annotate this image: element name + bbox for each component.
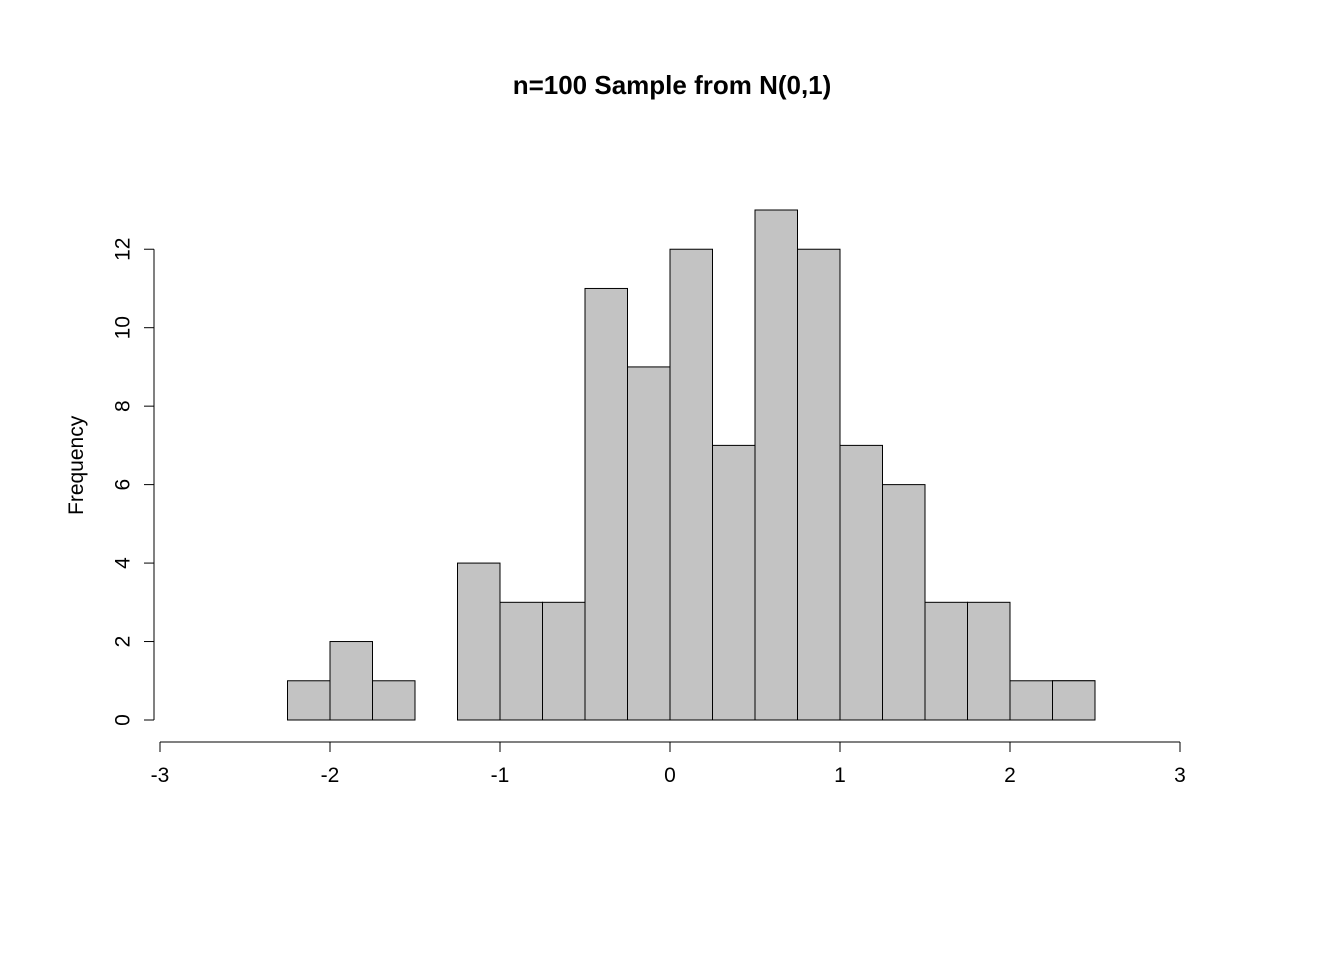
y-tick-label: 10 xyxy=(112,316,135,339)
histogram-bar xyxy=(713,445,756,720)
histogram-bar xyxy=(628,367,671,720)
y-tick-label: 8 xyxy=(112,400,135,412)
y-tick-label: 4 xyxy=(112,557,135,569)
x-tick-label: -1 xyxy=(491,764,510,787)
y-tick-label: 12 xyxy=(112,238,135,261)
histogram-bar xyxy=(798,249,841,720)
x-tick-label: 2 xyxy=(1004,764,1016,787)
histogram-bar xyxy=(670,249,713,720)
histogram-bar xyxy=(500,602,543,720)
histogram-bar xyxy=(840,445,883,720)
x-tick-label: 1 xyxy=(834,764,846,787)
histogram-bar xyxy=(1053,681,1096,720)
histogram-chart: -3-2-10123024681012 xyxy=(0,0,1344,960)
x-tick-label: 0 xyxy=(664,764,676,787)
histogram-bar xyxy=(458,563,501,720)
histogram-bar xyxy=(1010,681,1053,720)
histogram-bar xyxy=(373,681,416,720)
y-tick-label: 2 xyxy=(112,636,135,648)
histogram-bar xyxy=(755,210,798,720)
x-tick-label: 3 xyxy=(1174,764,1186,787)
histogram-bar xyxy=(288,681,331,720)
x-tick-label: -2 xyxy=(321,764,340,787)
histogram-bar xyxy=(925,602,968,720)
y-tick-label: 0 xyxy=(112,714,135,726)
x-tick-label: -3 xyxy=(151,764,170,787)
histogram-bar xyxy=(883,485,926,720)
histogram-bar xyxy=(330,642,373,720)
y-tick-label: 6 xyxy=(112,479,135,491)
histogram-bar xyxy=(968,602,1011,720)
histogram-bar xyxy=(585,288,628,720)
histogram-bar xyxy=(543,602,586,720)
